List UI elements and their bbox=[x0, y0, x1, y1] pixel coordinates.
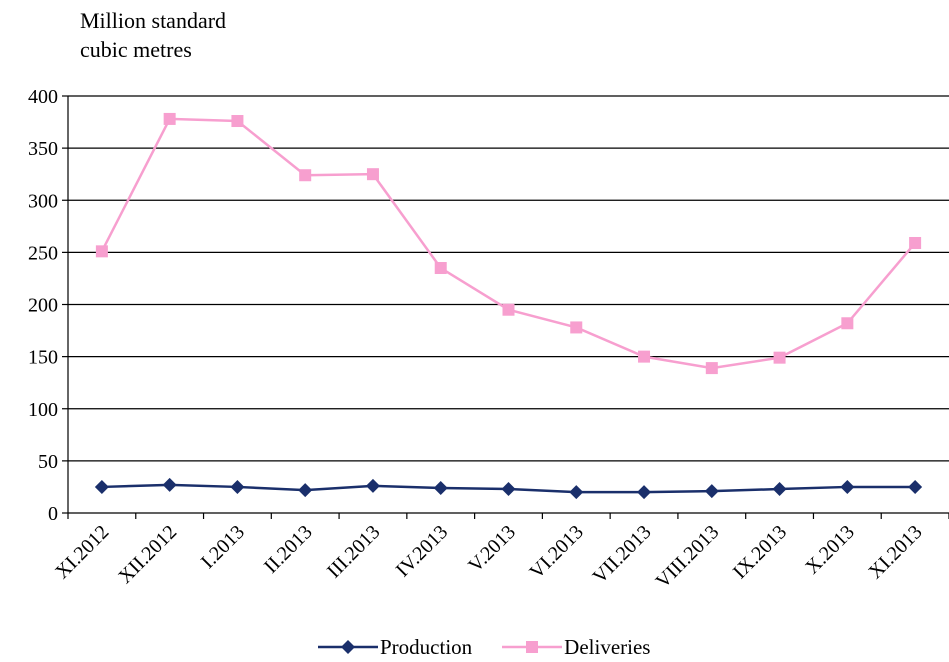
legend: Production Deliveries bbox=[318, 632, 680, 662]
x-tick-label: V.2013 bbox=[464, 521, 520, 577]
data-point bbox=[433, 480, 448, 495]
data-point bbox=[434, 262, 447, 275]
axes bbox=[62, 95, 949, 519]
data-point bbox=[94, 479, 109, 494]
data-point bbox=[909, 236, 922, 249]
legend-swatch-deliveries bbox=[502, 641, 563, 653]
y-tick-label: 350 bbox=[28, 138, 58, 160]
x-tick-label: VIII.2013 bbox=[652, 521, 724, 593]
x-tick-label: XII.2012 bbox=[114, 521, 181, 588]
x-tick-label: XI.2013 bbox=[864, 521, 926, 583]
y-tick-label: 300 bbox=[28, 190, 58, 212]
data-point bbox=[162, 477, 177, 492]
y-tick-labels: 0 50 100 150 200 250 300 350 400 bbox=[28, 86, 58, 525]
legend-item-deliveries: Deliveries bbox=[502, 635, 650, 660]
x-tick-label: X.2013 bbox=[801, 521, 859, 579]
x-tick-label: II.2013 bbox=[260, 521, 317, 578]
data-point bbox=[704, 484, 719, 499]
data-point bbox=[163, 112, 176, 125]
data-point bbox=[230, 479, 245, 494]
x-tick-label: VI.2013 bbox=[526, 521, 588, 583]
y-axis-label-line-1: Million standard bbox=[80, 8, 227, 33]
data-point bbox=[773, 351, 786, 364]
series-deliveries bbox=[95, 112, 922, 375]
gridlines bbox=[68, 95, 949, 462]
y-axis-label-line-2: cubic metres bbox=[80, 37, 192, 62]
x-tick-label: I.2013 bbox=[197, 521, 249, 573]
y-tick-label: 200 bbox=[28, 295, 58, 317]
x-tick-label: III.2013 bbox=[323, 521, 385, 583]
y-tick-label: 100 bbox=[28, 399, 58, 421]
legend-label-production: Production bbox=[380, 634, 473, 659]
series-production bbox=[94, 477, 923, 500]
data-point bbox=[638, 350, 651, 363]
data-point bbox=[231, 115, 244, 128]
data-point bbox=[840, 479, 855, 494]
x-tick-label: XI.2012 bbox=[51, 521, 113, 583]
line-chart: 0 50 100 150 200 250 300 350 400 XI.2012 XII.2012… bbox=[28, 86, 949, 593]
data-point bbox=[908, 479, 923, 494]
data-point bbox=[365, 478, 380, 493]
x-tick-label: IV.2013 bbox=[392, 521, 452, 581]
x-tick-label: VII.2013 bbox=[589, 521, 656, 588]
data-point bbox=[637, 485, 652, 500]
data-point bbox=[841, 317, 854, 330]
data-point bbox=[772, 482, 787, 497]
y-tick-label: 0 bbox=[48, 503, 58, 525]
legend-label-deliveries: Deliveries bbox=[564, 634, 651, 659]
data-point bbox=[366, 168, 379, 181]
data-point bbox=[298, 483, 313, 498]
x-tick-label: IX.2013 bbox=[729, 521, 791, 583]
series-line-deliveries bbox=[100, 117, 917, 370]
x-tick-labels: XI.2012 XII.2012 I.2013 II.2013 III.2013 IV.2… bbox=[51, 521, 927, 593]
y-tick-label: 400 bbox=[28, 86, 58, 108]
data-point bbox=[570, 321, 583, 334]
data-point bbox=[299, 169, 312, 182]
data-point bbox=[705, 362, 718, 375]
y-axis-label: Million standard cubic metres bbox=[80, 6, 226, 64]
series-group bbox=[94, 112, 923, 500]
y-tick-label: 250 bbox=[28, 242, 58, 264]
data-point bbox=[95, 245, 108, 258]
y-tick-label: 150 bbox=[28, 347, 58, 369]
data-point bbox=[569, 485, 584, 500]
data-point bbox=[501, 482, 516, 497]
y-tick-label: 50 bbox=[38, 451, 58, 473]
legend-item-production: Production bbox=[318, 635, 472, 660]
data-point bbox=[502, 303, 515, 316]
legend-swatch-production bbox=[318, 640, 378, 654]
